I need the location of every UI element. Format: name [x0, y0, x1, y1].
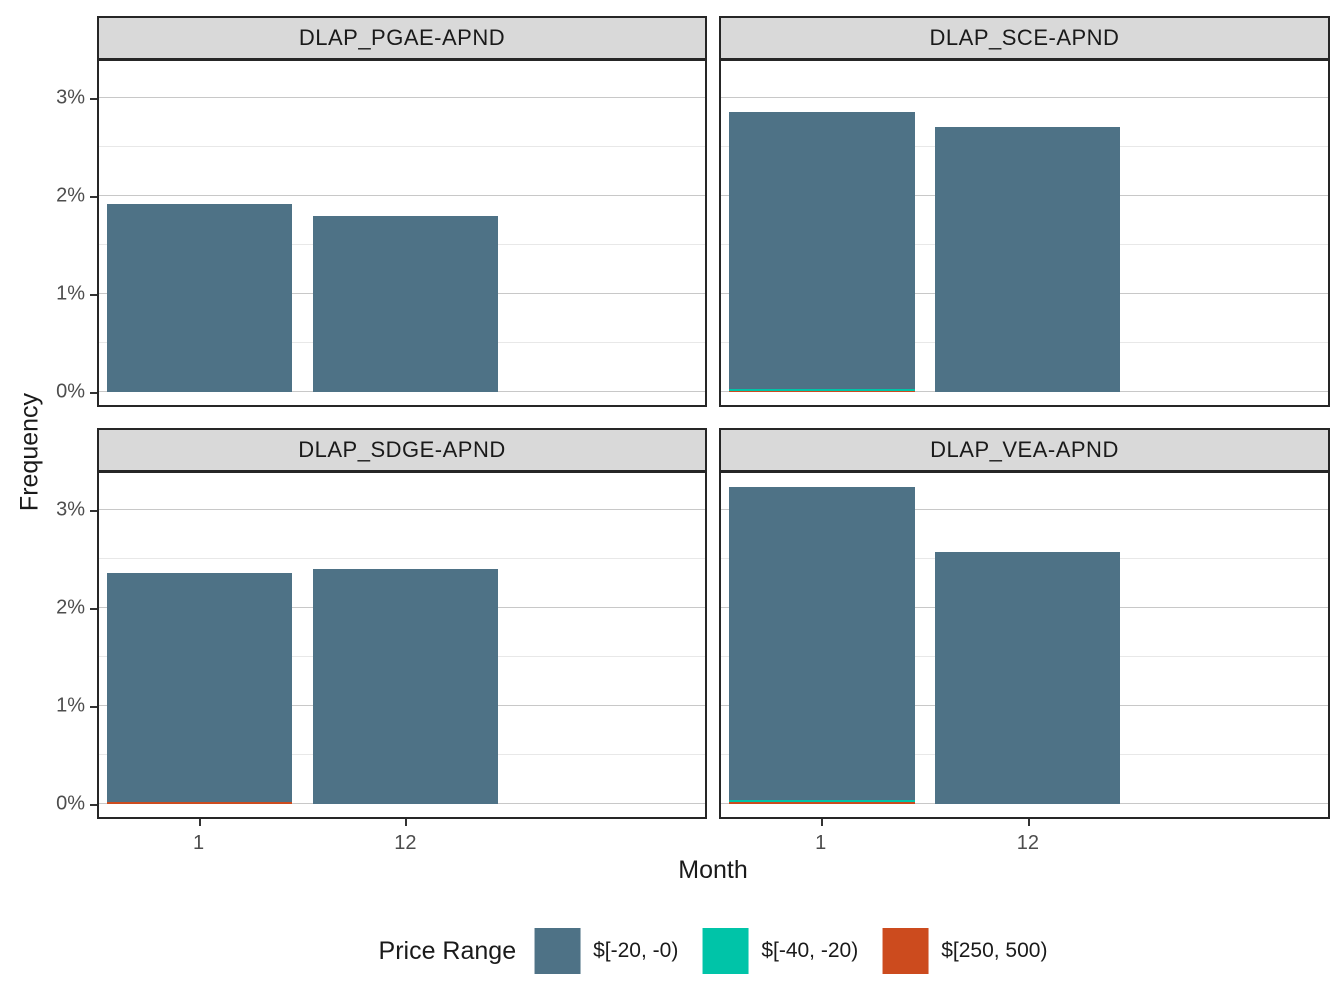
bar-month-12 — [935, 552, 1121, 804]
legend-swatch-250-500 — [882, 928, 929, 974]
facet-dlap-vea-apnd: DLAP_VEA-APND — [719, 428, 1330, 819]
facet-strip-label: DLAP_PGAE-APND — [298, 25, 506, 50]
major-gridline — [721, 509, 1328, 510]
minor-gridline — [99, 558, 705, 559]
facet-strip-label: DLAP_SCE-APND — [929, 25, 1120, 50]
y-tick-label: 3% — [56, 498, 85, 521]
bar-month-1 — [729, 112, 915, 392]
facet-plot-area — [719, 61, 1330, 407]
bar-segment — [729, 487, 915, 800]
y-tick-label: 0% — [56, 792, 85, 815]
y-tick-label: 2% — [56, 596, 85, 619]
bar-segment — [935, 552, 1121, 804]
minor-gridline — [99, 146, 705, 147]
legend-label: $[-20, -0) — [593, 939, 679, 962]
facet-strip: DLAP_SDGE-APND — [97, 428, 707, 473]
y-tick-mark — [90, 98, 97, 100]
legend-label: $[-40, -20) — [761, 939, 859, 962]
legend-title: Price Range — [378, 936, 517, 965]
y-tick-label: 2% — [56, 184, 85, 207]
y-tick-mark — [90, 608, 97, 610]
y-axis-title: Frequency — [15, 392, 44, 512]
y-tick-label: 0% — [56, 380, 85, 403]
major-gridline — [99, 509, 705, 510]
facet-strip-label: DLAP_VEA-APND — [930, 437, 1119, 462]
bar-segment — [312, 216, 498, 392]
major-gridline — [721, 97, 1328, 98]
facet-plot-area — [97, 61, 707, 407]
facet-strip-label: DLAP_SDGE-APND — [298, 437, 506, 462]
x-tick-mark — [405, 819, 408, 826]
y-tick-label: 1% — [56, 694, 85, 717]
major-gridline — [99, 97, 705, 98]
y-tick-mark — [90, 510, 97, 512]
bar-segment — [729, 802, 915, 804]
x-tick-label: 12 — [1016, 832, 1039, 854]
legend-item: $[-20, -0) — [534, 928, 678, 974]
bar-segment — [107, 204, 293, 392]
bar-segment — [107, 573, 293, 802]
y-tick-label: 1% — [56, 282, 85, 305]
facet-strip: DLAP_PGAE-APND — [97, 16, 707, 61]
legend-item: $[250, 500) — [882, 928, 1047, 974]
bar-month-1 — [729, 487, 915, 804]
bar-segment — [729, 391, 915, 392]
bar-month-1 — [107, 204, 293, 392]
x-tick-label: 12 — [394, 832, 417, 854]
facet-plot-area — [97, 473, 707, 819]
y-tick-mark — [90, 196, 97, 198]
facet-dlap-sce-apnd: DLAP_SCE-APND — [719, 16, 1330, 407]
x-tick-label: 1 — [193, 832, 205, 854]
bar-segment — [935, 127, 1121, 392]
bar-segment — [729, 389, 915, 391]
legend: Price Range $[-20, -0) $[-40, -20) $[250… — [378, 928, 1047, 974]
bar-segment — [312, 569, 498, 804]
y-tick-label: 3% — [56, 86, 85, 109]
legend-swatch-neg20-0 — [534, 928, 581, 974]
legend-label: $[250, 500) — [941, 939, 1048, 962]
bar-month-12 — [312, 216, 498, 392]
y-tick-mark — [90, 392, 97, 394]
facet-plot-area — [719, 473, 1330, 819]
y-tick-mark — [90, 294, 97, 296]
facet-dlap-pgae-apnd: DLAP_PGAE-APND — [97, 16, 707, 407]
y-tick-mark — [90, 706, 97, 708]
major-gridline — [99, 195, 705, 196]
bar-segment — [729, 112, 915, 389]
bar-month-12 — [312, 569, 498, 804]
facet-dlap-sdge-apnd: DLAP_SDGE-APND — [97, 428, 707, 819]
bar-month-1 — [107, 573, 293, 804]
bar-segment — [107, 802, 293, 804]
x-tick-label: 1 — [815, 832, 827, 854]
y-tick-mark — [90, 804, 97, 806]
x-axis-title: Month — [678, 856, 748, 884]
legend-swatch-neg40-neg20 — [702, 928, 749, 974]
x-tick-mark — [198, 819, 201, 826]
facet-strip: DLAP_SCE-APND — [719, 16, 1330, 61]
bar-segment — [729, 800, 915, 802]
legend-item: $[-40, -20) — [702, 928, 858, 974]
facet-strip: DLAP_VEA-APND — [719, 428, 1330, 473]
x-tick-mark — [820, 819, 823, 826]
x-tick-mark — [1027, 819, 1030, 826]
bar-month-12 — [935, 127, 1121, 392]
